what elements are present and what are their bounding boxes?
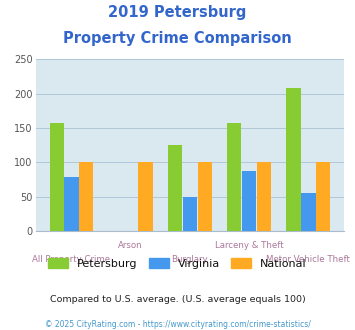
- Bar: [286, 87, 301, 231]
- Bar: [301, 193, 316, 231]
- Text: Larceny & Theft: Larceny & Theft: [215, 241, 284, 250]
- Bar: [198, 162, 212, 231]
- Bar: [227, 122, 241, 231]
- Text: Burglary: Burglary: [171, 255, 208, 264]
- Text: All Property Crime: All Property Crime: [32, 255, 110, 264]
- Bar: [79, 162, 93, 231]
- Text: 2019 Petersburg: 2019 Petersburg: [108, 5, 247, 20]
- Bar: [138, 162, 153, 231]
- Text: Motor Vehicle Theft: Motor Vehicle Theft: [267, 255, 350, 264]
- Bar: [183, 197, 197, 231]
- Text: © 2025 CityRating.com - https://www.cityrating.com/crime-statistics/: © 2025 CityRating.com - https://www.city…: [45, 320, 310, 329]
- Text: Property Crime Comparison: Property Crime Comparison: [63, 31, 292, 46]
- Bar: [316, 162, 330, 231]
- Legend: Petersburg, Virginia, National: Petersburg, Virginia, National: [44, 254, 311, 273]
- Bar: [50, 122, 64, 231]
- Bar: [242, 171, 256, 231]
- Text: Arson: Arson: [118, 241, 143, 250]
- Bar: [168, 145, 182, 231]
- Text: Compared to U.S. average. (U.S. average equals 100): Compared to U.S. average. (U.S. average …: [50, 295, 305, 304]
- Bar: [64, 178, 78, 231]
- Bar: [257, 162, 271, 231]
